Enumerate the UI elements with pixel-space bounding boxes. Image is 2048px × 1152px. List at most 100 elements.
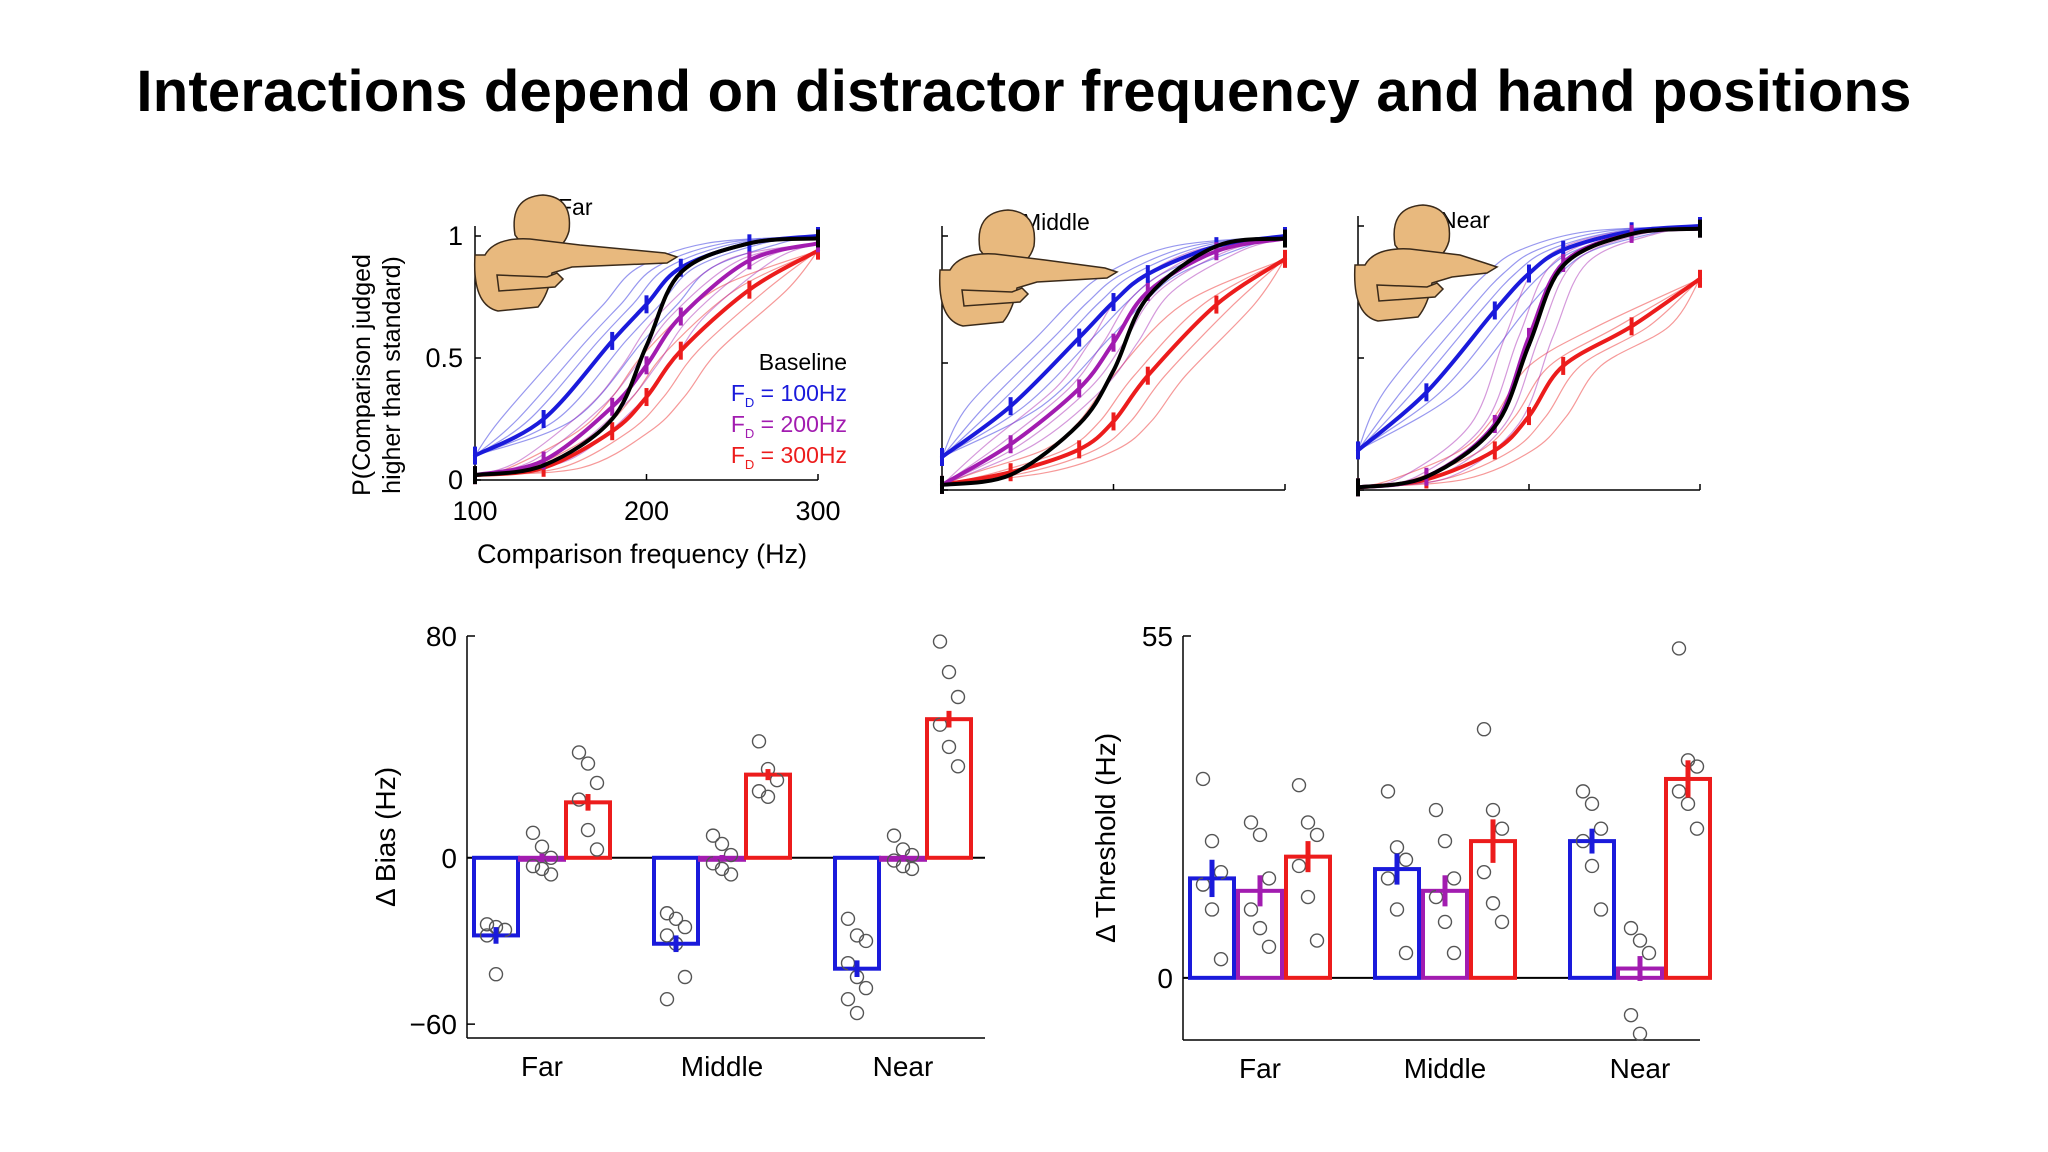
subject-point — [1389, 902, 1405, 917]
y-tick-label: 55 — [1142, 621, 1173, 652]
fd100-individual-curve — [1357, 225, 1701, 451]
subject-point — [1689, 821, 1705, 836]
subject-point — [1680, 796, 1696, 812]
subject-point — [1575, 784, 1591, 799]
subject-point — [668, 911, 684, 926]
fd300-individual-curve — [1357, 278, 1701, 488]
subject-point — [571, 745, 587, 760]
subject-point — [1584, 796, 1600, 812]
legend-entry-baseline: Baseline — [759, 349, 847, 375]
threshold-bar-chart: 0 55 Δ Threshold (Hz) Far Middle Near — [1090, 621, 1712, 1084]
fd300-individual-curve — [941, 258, 1286, 486]
subject-point — [1632, 933, 1648, 948]
fd200-individual-curve — [941, 237, 1286, 486]
bias-bar-chart: −60 0 80 Δ Bias (Hz) Far Middle Near — [370, 621, 985, 1082]
subject-point — [1398, 945, 1414, 961]
legend-entry-fd300: FD = 300Hz — [731, 442, 847, 472]
subject-point — [932, 634, 948, 649]
subject-point — [950, 759, 966, 774]
subject-point — [589, 775, 605, 791]
psy-x-axis-label: Comparison frequency (Hz) — [477, 539, 807, 569]
y-tick-label: 0 — [448, 465, 463, 495]
psychometric-panel-middle: Middle — [940, 209, 1287, 494]
fd200-individual-curve — [941, 237, 1286, 486]
hand-middle-icon — [938, 209, 1119, 327]
subject-point — [1291, 777, 1307, 793]
subject-point — [1485, 802, 1501, 818]
subject-point — [1261, 871, 1277, 886]
subject-point — [1204, 833, 1220, 849]
subject-point — [1641, 945, 1657, 961]
fd300-individual-curve — [941, 258, 1286, 486]
subject-point — [858, 933, 874, 949]
subject-point — [1632, 1026, 1648, 1041]
legend-entry-fd100: FD = 100Hz — [731, 380, 847, 410]
subject-point — [941, 739, 957, 755]
subject-point — [1300, 815, 1316, 830]
subject-point — [1593, 902, 1609, 917]
subject-point — [723, 867, 739, 882]
x-category-label: Middle — [1404, 1053, 1486, 1084]
slide-title: Interactions depend on distractor freque… — [136, 59, 1912, 124]
fd300-individual-curve — [474, 250, 819, 476]
subject-point — [1437, 914, 1453, 930]
fd100-individual-curve — [1357, 225, 1701, 451]
subject-point — [1300, 889, 1316, 905]
fd300-individual-curve — [474, 250, 819, 476]
y-tick-label: 0 — [1157, 963, 1173, 994]
subject-point — [1689, 759, 1705, 774]
subject-point — [543, 867, 559, 882]
fd300-individual-curve — [941, 258, 1286, 486]
y-axis-label: Δ Threshold (Hz) — [1090, 733, 1121, 943]
subject-point — [1389, 840, 1405, 855]
subject-point — [659, 991, 675, 1007]
subject-point — [904, 861, 920, 877]
y-tick-label: 0 — [441, 843, 457, 874]
fd100-bar — [652, 855, 700, 946]
subject-point — [1671, 784, 1687, 799]
fd100-bar — [833, 855, 881, 971]
subject-point — [1623, 1007, 1639, 1023]
fd100-bar — [1373, 867, 1421, 980]
subject-point — [751, 734, 767, 749]
subject-point — [1476, 864, 1492, 880]
subject-point — [488, 967, 504, 982]
subject-point — [1446, 871, 1462, 886]
subject-point — [705, 828, 721, 843]
subject-point — [1243, 902, 1259, 917]
subject-point — [677, 969, 693, 985]
subject-point — [886, 828, 902, 843]
y-tick-label: −60 — [410, 1009, 458, 1040]
subject-point — [589, 842, 605, 857]
baseline-mean-curve — [473, 236, 820, 478]
subject-point — [849, 1005, 865, 1021]
subject-point — [840, 991, 856, 1007]
subject-point — [1437, 833, 1453, 849]
x-category-label: Far — [1239, 1053, 1281, 1084]
arm — [1353, 248, 1499, 322]
fd300-individual-curve — [474, 250, 819, 476]
x-category-label: Far — [521, 1051, 563, 1082]
fd100-individual-curve — [474, 235, 819, 457]
x-category-label: Middle — [681, 1051, 763, 1082]
hand-near-icon — [1353, 204, 1499, 322]
fd300-individual-curve — [1357, 278, 1701, 488]
fd300-bar — [1664, 776, 1712, 980]
fd300-bar — [1284, 854, 1332, 980]
x-category-label: Near — [873, 1051, 934, 1082]
subject-point — [1309, 827, 1325, 843]
subject-point — [858, 980, 874, 996]
subject-point — [950, 689, 966, 705]
subject-point — [1671, 641, 1687, 656]
psy-y-axis-label-line1: P(Comparison judged — [348, 254, 376, 496]
other-hand — [1376, 282, 1445, 302]
other-hand — [496, 272, 565, 292]
y-tick-label: 0.5 — [425, 343, 463, 373]
fd100-individual-curve — [941, 235, 1286, 458]
subject-point — [479, 917, 495, 932]
fd100-individual-curve — [474, 235, 819, 457]
subject-point — [714, 836, 730, 852]
